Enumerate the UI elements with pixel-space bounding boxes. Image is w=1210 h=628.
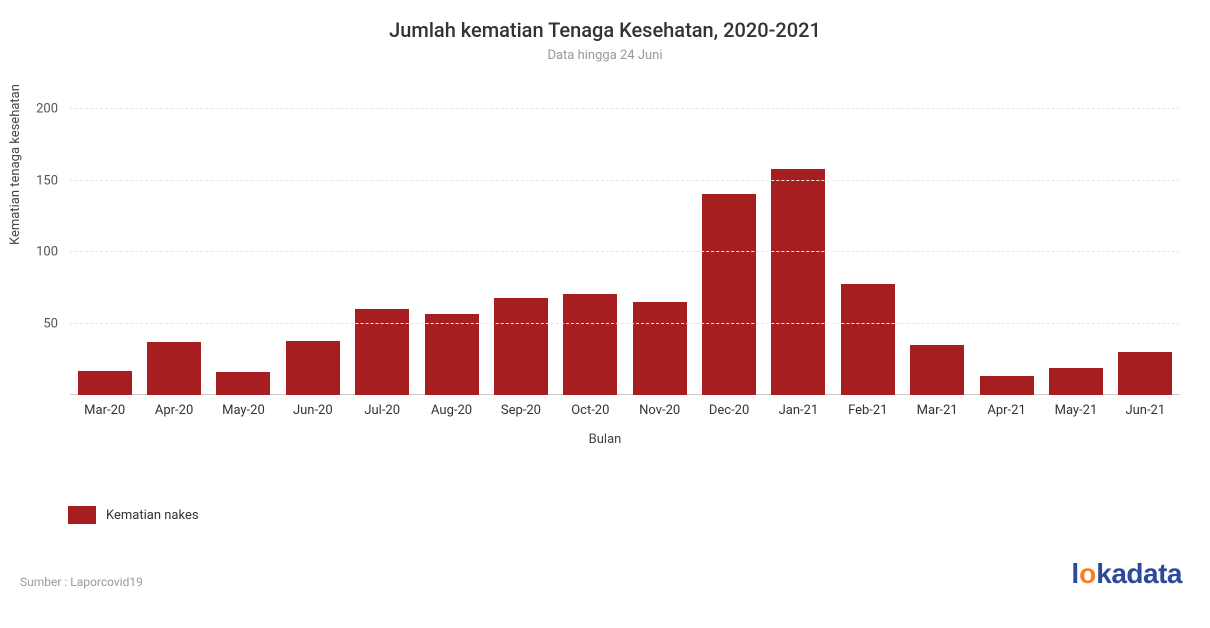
bar-slot: Mar-21 — [903, 95, 972, 395]
bar-slot: Jun-21 — [1111, 95, 1180, 395]
bar — [216, 372, 270, 395]
bar — [980, 376, 1034, 395]
bar-slot: Nov-20 — [625, 95, 694, 395]
legend: Kematian nakes — [68, 506, 199, 524]
bar — [563, 294, 617, 395]
brand-char-o-accent: o — [1079, 558, 1096, 589]
bar-slot: Sep-20 — [486, 95, 555, 395]
bar — [1049, 368, 1103, 395]
bar — [910, 345, 964, 395]
plot-area: Mar-20Apr-20May-20Jun-20Jul-20Aug-20Sep-… — [70, 95, 1180, 395]
bar — [425, 314, 479, 395]
bar-slot: May-21 — [1041, 95, 1110, 395]
y-tick-label: 50 — [43, 316, 70, 331]
x-tick-label: Mar-20 — [84, 403, 125, 418]
gridline — [70, 180, 1180, 181]
x-tick-label: Dec-20 — [709, 403, 749, 418]
x-tick-label: May-20 — [222, 403, 265, 418]
x-tick-label: Jun-20 — [293, 403, 333, 418]
bar-slot: Jan-21 — [764, 95, 833, 395]
bar — [147, 342, 201, 395]
y-axis-label: Kematian tenaga kesehatan — [8, 84, 23, 245]
brand-chars-rest: kadata — [1096, 558, 1182, 589]
bar-slot: Aug-20 — [417, 95, 486, 395]
legend-swatch — [68, 506, 96, 524]
x-tick-label: Apr-21 — [987, 403, 1025, 418]
bar — [702, 194, 756, 395]
gridline — [70, 251, 1180, 252]
bar-slot: Jul-20 — [348, 95, 417, 395]
bar-slot: Feb-21 — [833, 95, 902, 395]
bars-group: Mar-20Apr-20May-20Jun-20Jul-20Aug-20Sep-… — [70, 95, 1180, 395]
x-tick-label: Mar-21 — [917, 403, 958, 418]
x-tick-label: Oct-20 — [571, 403, 609, 418]
chart-title: Jumlah kematian Tenaga Kesehatan, 2020-2… — [0, 0, 1210, 42]
bar — [494, 298, 548, 395]
bar-slot: Apr-20 — [139, 95, 208, 395]
x-tick-label: Feb-21 — [848, 403, 887, 418]
x-tick-label: Apr-20 — [155, 403, 193, 418]
bar-slot: Oct-20 — [556, 95, 625, 395]
bar — [771, 169, 825, 395]
bar-slot: Jun-20 — [278, 95, 347, 395]
bar-slot: May-20 — [209, 95, 278, 395]
gridline — [70, 323, 1180, 324]
x-tick-label: Jul-20 — [364, 403, 400, 418]
y-tick-label: 200 — [36, 102, 70, 117]
gridline — [70, 108, 1180, 109]
legend-label: Kematian nakes — [106, 508, 199, 523]
x-axis-label: Bulan — [589, 432, 622, 447]
y-tick-label: 100 — [36, 245, 70, 260]
x-tick-label: May-21 — [1055, 403, 1098, 418]
brand-logo: lokadata — [1071, 558, 1182, 590]
bar-slot: Mar-20 — [70, 95, 139, 395]
bar — [841, 284, 895, 395]
x-tick-label: Nov-20 — [639, 403, 680, 418]
chart-subtitle: Data hingga 24 Juni — [0, 48, 1210, 63]
x-tick-label: Jun-21 — [1125, 403, 1165, 418]
chart-container: Jumlah kematian Tenaga Kesehatan, 2020-2… — [0, 0, 1210, 628]
bar — [286, 341, 340, 395]
x-tick-label: Aug-20 — [431, 403, 472, 418]
bar-slot: Dec-20 — [694, 95, 763, 395]
bar — [1118, 352, 1172, 395]
x-tick-label: Sep-20 — [501, 403, 541, 418]
source-text: Sumber : Laporcovid19 — [20, 575, 143, 589]
bar-slot: Apr-21 — [972, 95, 1041, 395]
y-tick-label: 150 — [36, 173, 70, 188]
brand-char-l: l — [1071, 558, 1079, 589]
x-tick-label: Jan-21 — [779, 403, 819, 418]
bar — [78, 371, 132, 395]
bar — [633, 302, 687, 395]
